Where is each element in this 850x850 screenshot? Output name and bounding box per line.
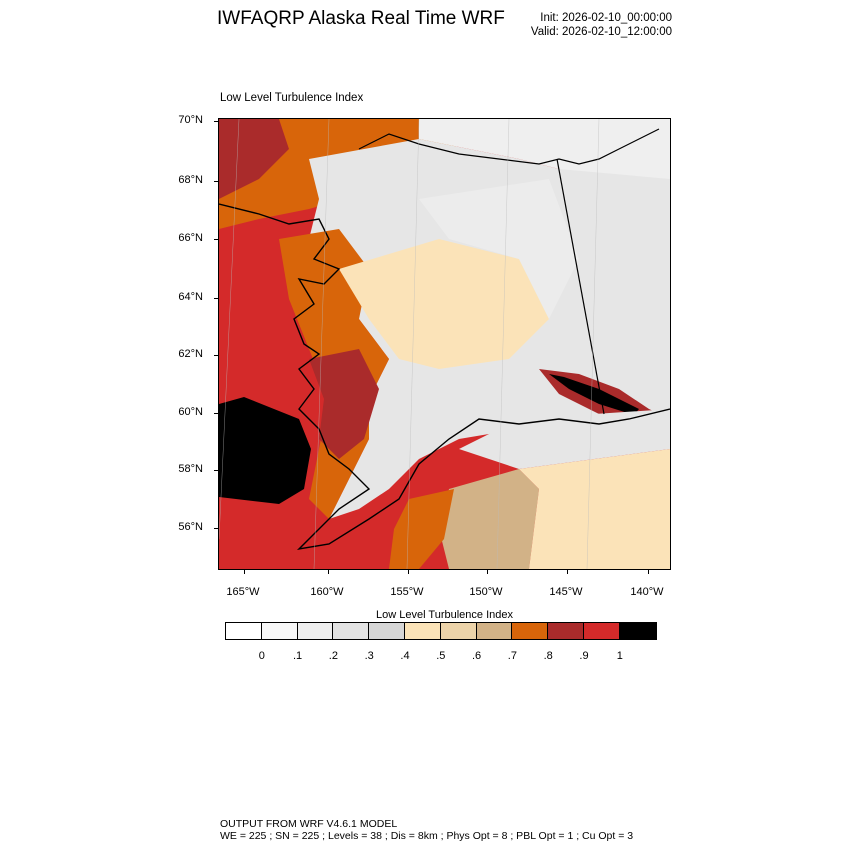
west-dark-red bbox=[309, 349, 379, 459]
colorbar-swatch bbox=[333, 623, 370, 639]
lon-tick bbox=[244, 569, 245, 574]
lat-label: 64°N bbox=[178, 291, 203, 303]
colorbar-label: .4 bbox=[400, 650, 410, 662]
lon-tick bbox=[408, 569, 409, 574]
colorbar-swatch bbox=[369, 623, 405, 639]
colorbar-label: .2 bbox=[328, 650, 338, 662]
colorbar-label: .7 bbox=[507, 650, 517, 662]
lat-tick bbox=[214, 298, 219, 299]
lon-label: 160°W bbox=[310, 586, 344, 598]
coastline bbox=[219, 203, 670, 551]
graticule bbox=[219, 119, 600, 569]
lon-label: 165°W bbox=[226, 586, 260, 598]
colorbar-swatch bbox=[476, 623, 513, 639]
lat-tick bbox=[214, 413, 219, 414]
valid-time: Valid: 2026-02-10_12:00:00 bbox=[530, 26, 672, 38]
lon-tick bbox=[567, 569, 568, 574]
turbulence-map bbox=[214, 118, 671, 574]
lon-tick bbox=[648, 569, 649, 574]
lat-tick bbox=[214, 528, 219, 529]
colorbar-label: .9 bbox=[579, 650, 589, 662]
north-coastline bbox=[358, 128, 660, 165]
central-grey bbox=[419, 179, 579, 319]
lat-label: 70°N bbox=[178, 114, 203, 126]
map-canvas bbox=[219, 119, 670, 569]
gulf-tan bbox=[439, 469, 539, 569]
colorbar-swatch bbox=[619, 623, 656, 639]
colorbar-title: Low Level Turbulence Index bbox=[376, 609, 513, 621]
lat-label: 56°N bbox=[178, 521, 203, 533]
lat-tick bbox=[214, 355, 219, 356]
lat-label: 58°N bbox=[178, 463, 203, 475]
land-north-grey bbox=[419, 119, 670, 179]
lat-tick bbox=[214, 239, 219, 240]
lat-label: 62°N bbox=[178, 348, 203, 360]
lat-label: 66°N bbox=[178, 232, 203, 244]
colorbar-label: .8 bbox=[543, 650, 553, 662]
arctic-dark-red bbox=[219, 119, 289, 199]
central-cream bbox=[339, 239, 549, 369]
colorbar-swatch bbox=[548, 623, 584, 639]
colorbar-label: .1 bbox=[293, 650, 303, 662]
lat-tick bbox=[214, 121, 219, 122]
lon-label: 150°W bbox=[469, 586, 503, 598]
lon-label: 155°W bbox=[390, 586, 424, 598]
lon-label: 145°W bbox=[549, 586, 583, 598]
high-index-ocean bbox=[219, 397, 311, 504]
map-subtitle: Low Level Turbulence Index bbox=[220, 92, 364, 104]
colorbar-label: 0 bbox=[258, 650, 265, 662]
model-settings: WE = 225 ; SN = 225 ; Levels = 38 ; Dis … bbox=[220, 830, 634, 842]
colorbar-label: .6 bbox=[472, 650, 482, 662]
colorbar-swatch bbox=[404, 623, 441, 639]
colorbar-swatch bbox=[297, 623, 334, 639]
colorbar-swatch bbox=[440, 623, 477, 639]
colorbar-swatch bbox=[226, 623, 262, 639]
lon-tick bbox=[328, 569, 329, 574]
lat-tick bbox=[214, 470, 219, 471]
lat-tick bbox=[214, 181, 219, 182]
colorbar bbox=[225, 622, 657, 640]
colorbar-swatch bbox=[261, 623, 298, 639]
lat-label: 68°N bbox=[178, 174, 203, 186]
init-time: Init: 2026-02-10_00:00:00 bbox=[540, 12, 672, 24]
gulf-cream bbox=[519, 449, 670, 569]
gulf-grey bbox=[459, 409, 670, 469]
colorbar-swatch bbox=[583, 623, 620, 639]
gulf-orange bbox=[389, 489, 454, 569]
lon-tick bbox=[487, 569, 488, 574]
page-title: IWFAQRP Alaska Real Time WRF bbox=[217, 8, 505, 29]
model-info: OUTPUT FROM WRF V4.6.1 MODEL bbox=[220, 818, 398, 830]
colorbar-label: .5 bbox=[436, 650, 446, 662]
range-black bbox=[549, 374, 639, 415]
colorbar-label: 1 bbox=[616, 650, 623, 662]
colorbar-label: .3 bbox=[364, 650, 374, 662]
lat-label: 60°N bbox=[178, 406, 203, 418]
lon-label: 140°W bbox=[630, 586, 664, 598]
colorbar-swatch bbox=[512, 623, 549, 639]
us-canada-border bbox=[556, 158, 605, 415]
